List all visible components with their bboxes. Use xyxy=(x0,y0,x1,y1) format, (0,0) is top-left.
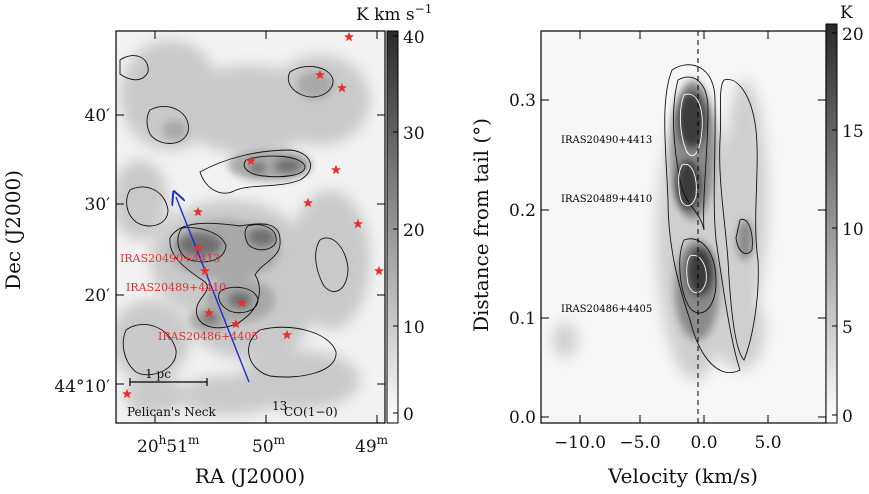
right-axis-ticks xyxy=(541,31,826,423)
left-cbar-tick-40: 40 xyxy=(403,28,425,48)
right-source-label-2: IRAS20489+4410 xyxy=(561,194,652,205)
left-colorbar xyxy=(386,30,399,424)
left-x-tick-50: 50m xyxy=(252,433,286,457)
left-axis-ticks xyxy=(116,31,385,423)
star-marker xyxy=(315,69,325,80)
star-marker xyxy=(246,155,256,166)
left-cbar-tick-30: 30 xyxy=(403,124,425,144)
right-colorbar xyxy=(825,23,838,424)
star-marker xyxy=(237,297,247,308)
right-pv-panel: IRAS20490+4413 IRAS20489+4410 IRAS20486+… xyxy=(469,3,864,488)
right-x-axis-title: Velocity (km/s) xyxy=(607,464,758,488)
star-marker xyxy=(193,206,203,217)
star-marker xyxy=(122,388,132,399)
left-cbar-unit: K km s−1 xyxy=(356,2,432,25)
region-label: Pelican's Neck xyxy=(127,405,217,419)
right-x-tick-5: 5.0 xyxy=(754,433,781,453)
right-cbar-tick-5: 5 xyxy=(842,318,853,338)
star-marker xyxy=(231,318,241,329)
left-x-tick-49: 49m xyxy=(355,433,389,457)
right-cbar-tick-10: 10 xyxy=(842,220,864,240)
left-y-axis-title: Dec (J2000) xyxy=(1,170,25,290)
star-marker xyxy=(303,197,313,208)
left-y-tick-10: 44°10′ xyxy=(54,377,110,397)
young-stars xyxy=(122,31,384,399)
right-pv-diagram xyxy=(553,31,767,423)
right-cbar-tick-15: 15 xyxy=(842,122,864,142)
left-cbar-tick-10: 10 xyxy=(403,318,425,338)
star-marker xyxy=(331,164,341,175)
star-marker xyxy=(282,329,292,340)
left-x-tick-51: 20h51m xyxy=(137,433,200,457)
svg-text:CO(1−0): CO(1−0) xyxy=(284,405,338,419)
direction-arrow xyxy=(176,197,250,383)
tracer-label: 13 CO(1−0) xyxy=(272,399,338,419)
right-source-label-1: IRAS20490+4413 xyxy=(561,135,652,146)
left-plot-frame xyxy=(115,30,386,424)
right-x-tick-m5: −5.0 xyxy=(619,433,660,453)
right-y-tick-2: 0.2 xyxy=(509,201,536,221)
left-map-panel: IRAS20490+4413 IRAS20489+4410 IRAS20486+… xyxy=(1,2,432,488)
left-source-label-3: IRAS20486+4405 xyxy=(158,330,258,343)
right-x-tick-m10: −10.0 xyxy=(554,433,606,453)
right-cbar-tick-20: 20 xyxy=(842,25,864,45)
left-y-tick-40: 40′ xyxy=(85,106,111,126)
star-marker xyxy=(337,82,347,93)
left-source-label-2: IRAS20489+4410 xyxy=(126,281,226,294)
star-marker xyxy=(344,31,354,42)
star-marker xyxy=(204,307,214,318)
star-marker xyxy=(200,265,210,276)
right-y-tick-1: 0.1 xyxy=(509,309,536,329)
left-y-tick-20: 20′ xyxy=(85,286,111,306)
left-cbar-tick-20: 20 xyxy=(403,221,425,241)
right-cbar-tick-0: 0 xyxy=(842,407,853,427)
star-marker xyxy=(193,242,203,253)
left-x-axis-title: RA (J2000) xyxy=(195,464,305,488)
right-y-tick-3: 0.3 xyxy=(509,91,536,111)
right-source-label-3: IRAS20486+4405 xyxy=(561,304,652,315)
star-marker xyxy=(353,218,363,229)
left-y-tick-30: 30′ xyxy=(85,195,111,215)
left-source-label-1: IRAS20490+4413 xyxy=(120,252,220,265)
star-marker xyxy=(374,265,384,276)
left-cbar-tick-0: 0 xyxy=(403,405,414,425)
right-y-tick-0: 0.0 xyxy=(509,408,536,428)
right-y-axis-title: Distance from tail (°) xyxy=(469,118,493,332)
right-x-tick-0: 0.0 xyxy=(690,433,717,453)
right-cbar-unit: K xyxy=(840,3,853,23)
svg-text:13: 13 xyxy=(272,399,287,413)
left-emission-map xyxy=(116,40,370,415)
scale-bar-label: 1 pc xyxy=(145,367,171,381)
